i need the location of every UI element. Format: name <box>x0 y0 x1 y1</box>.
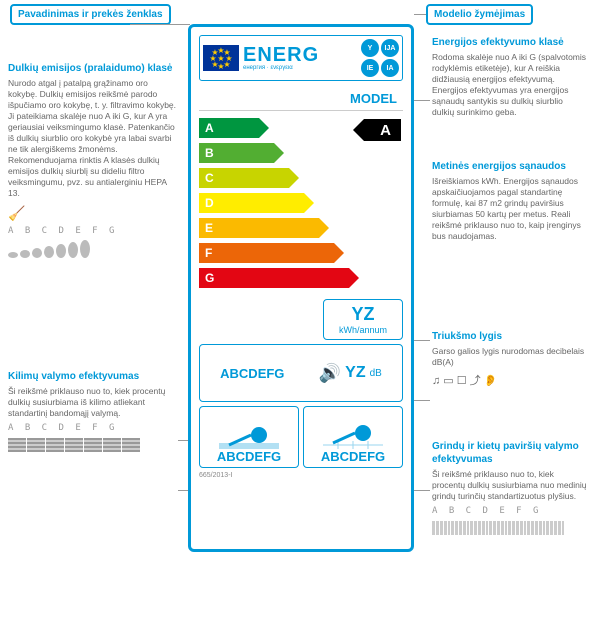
model-text: MODEL <box>199 87 403 111</box>
dust-scale-icons <box>8 240 178 258</box>
energ-text: ENERG енергия · ενεργεια <box>243 45 357 71</box>
carpet-title: Kilimų valymo efektyvumas <box>8 370 178 383</box>
dust-emission-box: Dulkių emisijos (pralaidumo) klasė Nurod… <box>8 62 178 258</box>
carpet-body: Ši reikšmė priklauso nuo to, kiek procen… <box>8 386 178 419</box>
model-callout: Modelio žymėjimas <box>426 4 533 25</box>
kwh-annum-box: YZ kWh/annum <box>323 299 403 340</box>
cell-scale: ABCDEFG <box>220 366 284 381</box>
cell-scale: ABCDEFG <box>321 449 385 464</box>
kwh-unit: kWh/annum <box>328 325 398 335</box>
badge: IJA <box>381 39 399 57</box>
carpet-box: Kilimų valymo efektyvumas Ši reikšmė pri… <box>8 370 178 452</box>
class-arrow-a: A <box>199 118 259 138</box>
connector-line <box>130 24 190 25</box>
noise-box: Triukšmo lygis Garso galios lygis nurodo… <box>432 330 587 388</box>
floor-title: Grindų ir kietų paviršių valymo efektyvu… <box>432 440 587 466</box>
carpet-cell: ABCDEFG <box>199 406 299 468</box>
class-arrow-d: D <box>199 193 304 213</box>
db-unit: dB <box>370 368 382 379</box>
connector-line <box>414 14 426 15</box>
class-arrow-e: E <box>199 218 319 238</box>
class-arrow-f: F <box>199 243 334 263</box>
dust-body: Nurodo atgal į patalpą grąžinamo oro kok… <box>8 78 178 200</box>
badge: Y <box>361 39 379 57</box>
connector-line <box>414 400 430 401</box>
speaker-icon: 🔊 <box>319 363 341 384</box>
connector-line <box>414 340 430 341</box>
vacuum-carpet-icon <box>219 415 279 449</box>
connector-line <box>414 490 430 491</box>
annual-title: Metinės energijos sąnaudos <box>432 160 587 173</box>
eff-body: Rodoma skalėje nuo A iki G (spalvotomis … <box>432 52 587 118</box>
sound-cell: 🔊 YZ dB <box>319 363 382 384</box>
cell-scale: ABCDEFG <box>217 449 281 464</box>
abcdefg-text: ABCDEFG <box>321 449 385 464</box>
dust-emission-cell: ABCDEFG 🔊 YZ dB <box>199 344 403 402</box>
class-arrow-c: C <box>199 168 289 188</box>
class-arrow-b: B <box>199 143 274 163</box>
db-value: YZ <box>345 364 365 382</box>
regulation-number: 665/2013-I <box>199 472 403 479</box>
vacuum-icon: 🧹 <box>8 204 178 222</box>
rating-arrows: A A.arrow[style*="#009640"]::after{borde… <box>199 117 403 293</box>
lang-badges: Y IJA IE IA <box>361 39 399 77</box>
floor-body: Ši reikšmė priklauso nuo to, kiek procen… <box>432 469 587 502</box>
badge: IA <box>381 59 399 77</box>
eff-title: Energijos efektyvumo klasė <box>432 36 587 49</box>
floor-scale-icons <box>432 521 587 535</box>
label-header: ENERG енергия · ενεργεια Y IJA IE IA <box>199 35 403 81</box>
hardfloor-cell: ABCDEFG <box>303 406 403 468</box>
connector-line <box>414 100 430 101</box>
noise-icons: ♫ ▭ ☐ ⤴ 👂 <box>432 374 587 388</box>
selected-class-arrow: A <box>364 119 401 141</box>
abcdefg-text: ABCDEFG <box>217 449 281 464</box>
carpet-scale: A B C D E F G <box>8 423 178 435</box>
abcdefg-text: ABCDEFG <box>220 366 284 381</box>
eu-flag-icon <box>203 45 239 71</box>
floor-box: Grindų ir kietų paviršių valymo efektyvu… <box>432 440 587 535</box>
annual-body: Išreiškiamos kWh. Energijos sąnaudos aps… <box>432 176 587 242</box>
noise-body: Garso galios lygis nurodomas decibelais … <box>432 346 587 368</box>
carpet-scale-icons <box>8 438 178 452</box>
energ-word: ENERG <box>243 45 357 65</box>
efficiency-box: Energijos efektyvumo klasė Rodoma skalėj… <box>432 36 587 118</box>
badge: IE <box>361 59 379 77</box>
annual-box: Metinės energijos sąnaudos Išreiškiamos … <box>432 160 587 242</box>
vacuum-floor-icon <box>323 415 383 449</box>
dust-title: Dulkių emisijos (pralaidumo) klasė <box>8 62 178 75</box>
kwh-value: YZ <box>328 304 398 325</box>
dust-scale: A B C D E F G <box>8 226 178 238</box>
floor-scale: A B C D E F G <box>432 506 587 518</box>
class-arrow-g: G <box>199 268 349 288</box>
energy-label: ENERG енергия · ενεργεια Y IJA IE IA MOD… <box>188 24 414 552</box>
noise-title: Triukšmo lygis <box>432 330 587 343</box>
brand-callout: Pavadinimas ir prekės ženklas <box>10 4 171 25</box>
bottom-grid: ABCDEFG 🔊 YZ dB ABCDEFG ABCDEFG <box>199 344 403 468</box>
